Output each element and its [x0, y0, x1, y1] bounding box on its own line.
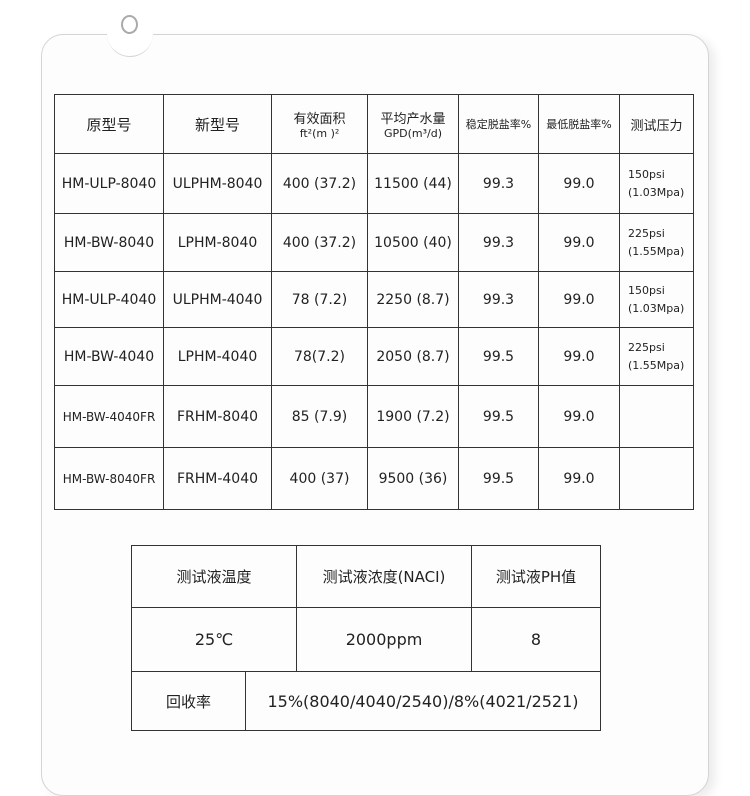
table-cell: 11500 (44) — [367, 153, 459, 214]
table-cell: 99.0 — [538, 153, 620, 214]
header-cell: 最低脱盐率% — [538, 94, 620, 154]
table-cell: 78(7.2) — [271, 327, 368, 386]
pressure-mpa: (1.55Mpa) — [628, 358, 685, 372]
table-row: HM-BW-4040 LPHM-4040 78(7.2) 2050 (8.7) 99.5… — [54, 327, 694, 386]
table-cell: 99.0 — [538, 447, 620, 510]
header-label: 有效面积 — [293, 112, 346, 127]
header-cell: 新型号 — [163, 94, 272, 154]
recovery-label: 回收率 — [131, 671, 246, 731]
table-cell: 99.5 — [458, 447, 539, 510]
table-cell: 85 (7.9) — [271, 385, 368, 448]
table-cell: ULPHM-8040 — [163, 153, 272, 214]
header-cell: 测试液温度 — [131, 545, 297, 608]
table-cell: 400 (37.2) — [271, 213, 368, 272]
table-cell: 10500 (40) — [367, 213, 459, 272]
table-cell: 9500 (36) — [367, 447, 459, 510]
pressure-cell: 150psi (1.03Mpa) — [619, 271, 694, 328]
table-cell: 400 (37.2) — [271, 153, 368, 214]
table-cell: 99.0 — [538, 385, 620, 448]
header-unit: ft²(m )² — [299, 127, 340, 140]
pressure-cell: 150psi (1.03Mpa) — [619, 153, 694, 214]
table-cell: FRHM-8040 — [163, 385, 272, 448]
ph-value: 8 — [471, 607, 601, 672]
pressure-cell: 225psi (1.55Mpa) — [619, 327, 694, 386]
header-label: 稳定脱盐率% — [465, 118, 532, 131]
table-row: HM-ULP-8040 ULPHM-8040 400 (37.2) 11500 (44… — [54, 153, 694, 214]
table-cell: 99.5 — [458, 327, 539, 386]
pressure-mpa: (1.03Mpa) — [628, 301, 685, 315]
table-cell: 99.3 — [458, 153, 539, 214]
pressure-psi: 150psi — [628, 283, 665, 297]
pressure-cell — [619, 385, 694, 448]
table-row: HM-BW-4040FR FRHM-8040 85 (7.9) 1900 (7.2) 9… — [54, 385, 694, 448]
table-row: HM-BW-8040 LPHM-8040 400 (37.2) 10500 (40) 9… — [54, 213, 694, 272]
header-cell: 测试液PH值 — [471, 545, 601, 608]
header-label: 最低脱盐率% — [546, 118, 612, 131]
pressure-cell: 225psi (1.55Mpa) — [619, 213, 694, 272]
pressure-cell — [619, 447, 694, 510]
temperature-value: 25℃ — [131, 607, 297, 672]
table-row: HM-ULP-4040 ULPHM-4040 78 (7.2) 2250 (8.7) 9… — [54, 271, 694, 328]
header-cell: 有效面积 ft²(m )² — [271, 94, 368, 154]
table-cell: 400 (37) — [271, 447, 368, 510]
header-cell: 稳定脱盐率% — [458, 94, 539, 154]
table-cell: HM-ULP-8040 — [54, 153, 164, 214]
table-cell: 99.0 — [538, 213, 620, 272]
header-label: 原型号 — [86, 115, 132, 134]
table-cell: LPHM-8040 — [163, 213, 272, 272]
header-unit: GPD(m³/d) — [383, 127, 443, 140]
table-cell: 2250 (8.7) — [367, 271, 459, 328]
hanging-hole-icon — [121, 15, 138, 34]
pressure-psi: 225psi — [628, 226, 665, 240]
pressure-mpa: (1.03Mpa) — [628, 185, 685, 199]
table-header-row: 原型号 新型号 有效面积 ft²(m )² 平均产水量 GPD(m³/d) 稳定脱盐… — [54, 94, 694, 154]
recovery-value: 15%(8040/4040/2540)/8%(4021/2521) — [245, 671, 601, 731]
table-cell: FRHM-4040 — [163, 447, 272, 510]
pressure-psi: 225psi — [628, 340, 665, 354]
table-cell: HM-BW-8040 — [54, 213, 164, 272]
concentration-value: 2000ppm — [296, 607, 472, 672]
table-cell: 99.5 — [458, 385, 539, 448]
table-cell: HM-BW-8040FR — [54, 447, 164, 510]
table-cell: 99.3 — [458, 271, 539, 328]
table-cell: HM-ULP-4040 — [54, 271, 164, 328]
table-cell: 1900 (7.2) — [367, 385, 459, 448]
table-cell: HM-BW-4040 — [54, 327, 164, 386]
header-label: 新型号 — [194, 115, 240, 134]
table-cell: 99.3 — [458, 213, 539, 272]
table-cell: 99.0 — [538, 271, 620, 328]
table-cell: 2050 (8.7) — [367, 327, 459, 386]
table-cell: 99.0 — [538, 327, 620, 386]
header-cell: 平均产水量 GPD(m³/d) — [367, 94, 459, 154]
header-label: 平均产水量 — [380, 112, 446, 127]
pressure-mpa: (1.55Mpa) — [628, 244, 685, 258]
header-cell: 测试压力 — [619, 94, 694, 154]
table-cell: HM-BW-4040FR — [54, 385, 164, 448]
test-conditions-table: 测试液温度 测试液浓度(NACI) 测试液PH值 25℃ 2000ppm 8 回收率 15… — [131, 545, 601, 731]
table-cell: ULPHM-4040 — [163, 271, 272, 328]
header-cell: 原型号 — [54, 94, 164, 154]
table-cell: 78 (7.2) — [271, 271, 368, 328]
table-row: HM-BW-8040FR FRHM-4040 400 (37) 9500 (36) 99… — [54, 447, 694, 510]
header-label: 测试压力 — [630, 118, 683, 134]
table-cell: LPHM-4040 — [163, 327, 272, 386]
pressure-psi: 150psi — [628, 167, 665, 181]
header-cell: 测试液浓度(NACI) — [296, 545, 472, 608]
spec-table: 原型号 新型号 有效面积 ft²(m )² 平均产水量 GPD(m³/d) 稳定脱盐… — [54, 94, 694, 510]
